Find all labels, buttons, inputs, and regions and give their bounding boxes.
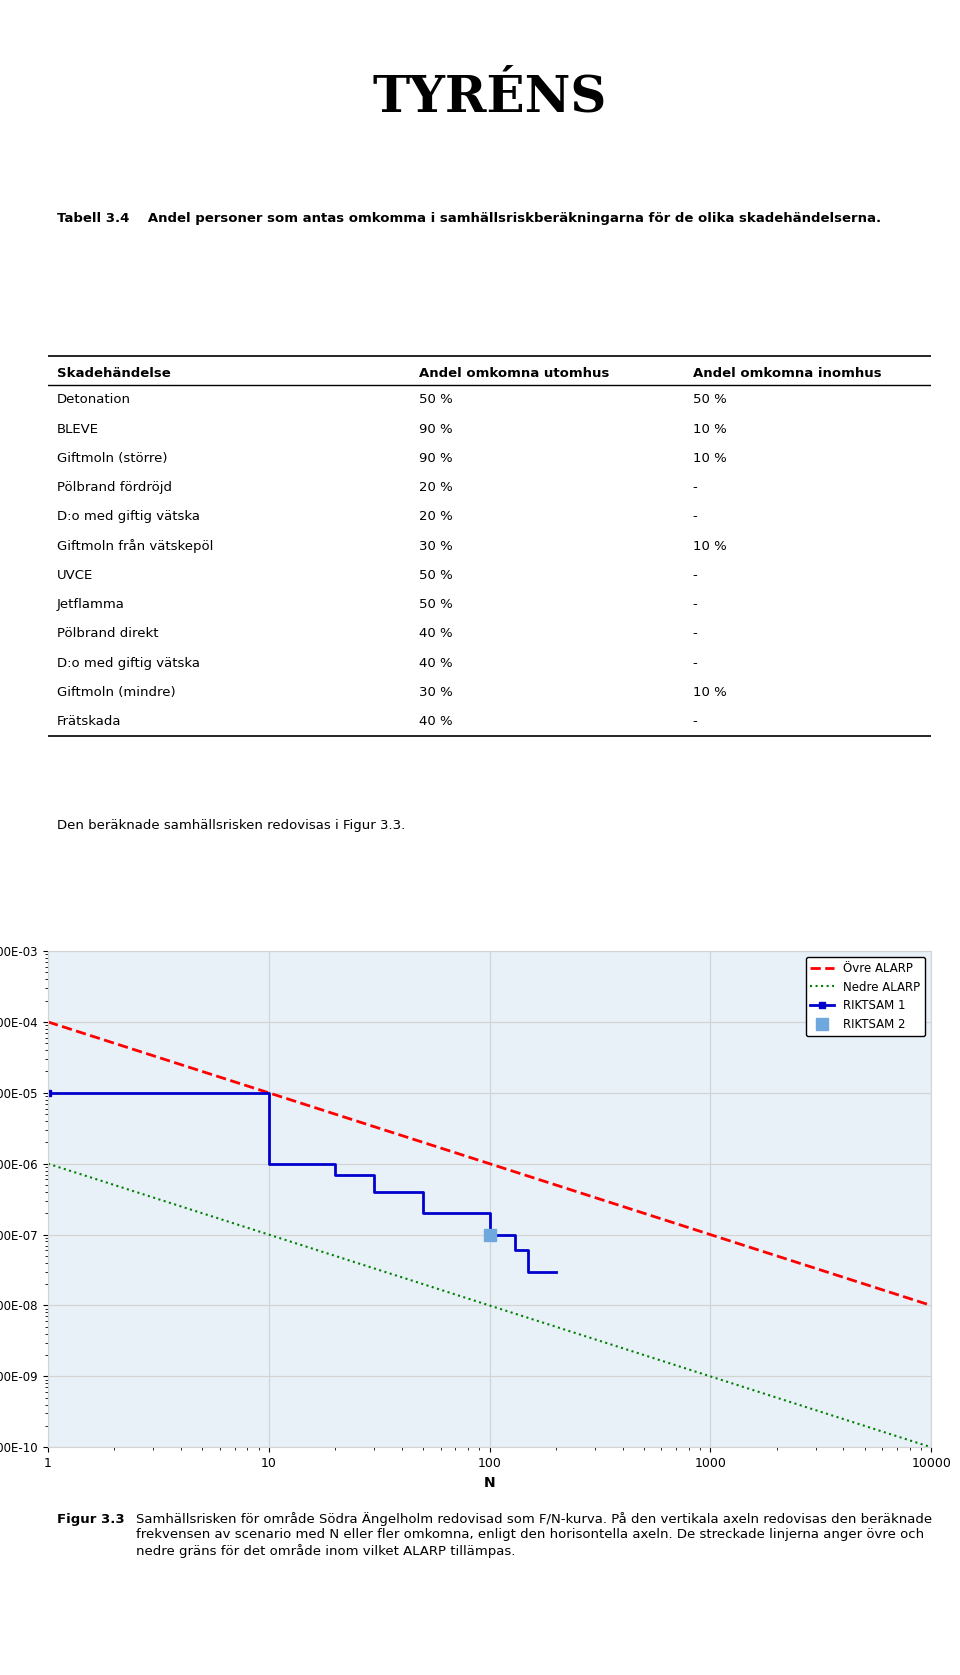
Text: Den beräknade samhällsrisken redovisas i Figur 3.3.: Den beräknade samhällsrisken redovisas i… — [57, 819, 405, 832]
RIKTSAM 1 — [418, 1183, 429, 1203]
Line: RIKTSAM 1: RIKTSAM 1 — [44, 1089, 560, 1275]
Text: D:o med giftig vätska: D:o med giftig vätska — [57, 511, 200, 523]
RIKTSAM 1 — [329, 1154, 341, 1174]
RIKTSAM 1 — [509, 1224, 520, 1245]
RIKTSAM 1 — [369, 1164, 380, 1184]
Text: 50 %: 50 % — [419, 598, 453, 611]
Text: Pölbrand direkt: Pölbrand direkt — [57, 628, 158, 640]
RIKTSAM 1 — [369, 1183, 380, 1203]
Text: Pölbrand fördröjd: Pölbrand fördröjd — [57, 481, 172, 494]
Text: Giftmoln (större): Giftmoln (större) — [57, 452, 167, 466]
RIKTSAM 1 — [484, 1224, 495, 1245]
Text: -: - — [693, 598, 698, 611]
Text: -: - — [693, 511, 698, 523]
Text: UVCE: UVCE — [57, 570, 93, 581]
Text: Giftmoln (mindre): Giftmoln (mindre) — [57, 687, 176, 698]
Text: Andel omkomna inomhus: Andel omkomna inomhus — [693, 367, 881, 380]
X-axis label: N: N — [484, 1476, 495, 1489]
Text: 30 %: 30 % — [419, 687, 453, 698]
Text: Frätskada: Frätskada — [57, 715, 121, 729]
RIKTSAM 1 — [484, 1203, 495, 1223]
RIKTSAM 1 — [523, 1240, 535, 1260]
Text: 50 %: 50 % — [419, 570, 453, 581]
Text: 50 %: 50 % — [419, 394, 453, 407]
RIKTSAM 1 — [329, 1164, 341, 1184]
Text: BLEVE: BLEVE — [57, 422, 99, 436]
Text: Andel omkomna utomhus: Andel omkomna utomhus — [419, 367, 610, 380]
RIKTSAM 1 — [263, 1082, 275, 1102]
Text: Tabell 3.4    Andel personer som antas omkomma i samhällsriskberäkningarna för d: Tabell 3.4 Andel personer som antas omko… — [57, 213, 881, 226]
Text: Jetflamma: Jetflamma — [57, 598, 125, 611]
Text: -: - — [693, 628, 698, 640]
Text: Figur 3.3: Figur 3.3 — [57, 1513, 125, 1526]
Text: 10 %: 10 % — [693, 422, 727, 436]
Text: D:o med giftig vätska: D:o med giftig vätska — [57, 657, 200, 670]
Text: -: - — [693, 715, 698, 729]
Text: 40 %: 40 % — [419, 715, 452, 729]
Text: Skadehändelse: Skadehändelse — [57, 367, 171, 380]
RIKTSAM 1 — [42, 1082, 54, 1102]
Text: 30 %: 30 % — [419, 539, 453, 553]
Text: -: - — [693, 481, 698, 494]
Text: 90 %: 90 % — [419, 452, 452, 466]
Text: Giftmoln från vätskepöl: Giftmoln från vätskepöl — [57, 539, 213, 553]
RIKTSAM 1 — [523, 1261, 535, 1281]
Legend: Övre ALARP, Nedre ALARP, RIKTSAM 1, RIKTSAM 2: Övre ALARP, Nedre ALARP, RIKTSAM 1, RIKT… — [805, 956, 925, 1037]
Text: 50 %: 50 % — [693, 394, 727, 407]
RIKTSAM 1 — [263, 1154, 275, 1174]
Text: -: - — [693, 570, 698, 581]
Text: 40 %: 40 % — [419, 657, 452, 670]
Text: 90 %: 90 % — [419, 422, 452, 436]
Text: 20 %: 20 % — [419, 511, 453, 523]
Text: 10 %: 10 % — [693, 452, 727, 466]
RIKTSAM 1 — [550, 1261, 562, 1281]
Text: 10 %: 10 % — [693, 687, 727, 698]
Text: Samhällsrisken för område Södra Ängelholm redovisad som F/N-kurva. På den vertik: Samhällsrisken för område Södra Ängelhol… — [136, 1513, 932, 1558]
Text: 40 %: 40 % — [419, 628, 452, 640]
Text: -: - — [693, 657, 698, 670]
Text: 10 %: 10 % — [693, 539, 727, 553]
Text: 20 %: 20 % — [419, 481, 453, 494]
RIKTSAM 1 — [418, 1203, 429, 1223]
Text: Detonation: Detonation — [57, 394, 131, 407]
Text: TYRÉNS: TYRÉNS — [372, 74, 607, 122]
RIKTSAM 1 — [509, 1240, 520, 1260]
